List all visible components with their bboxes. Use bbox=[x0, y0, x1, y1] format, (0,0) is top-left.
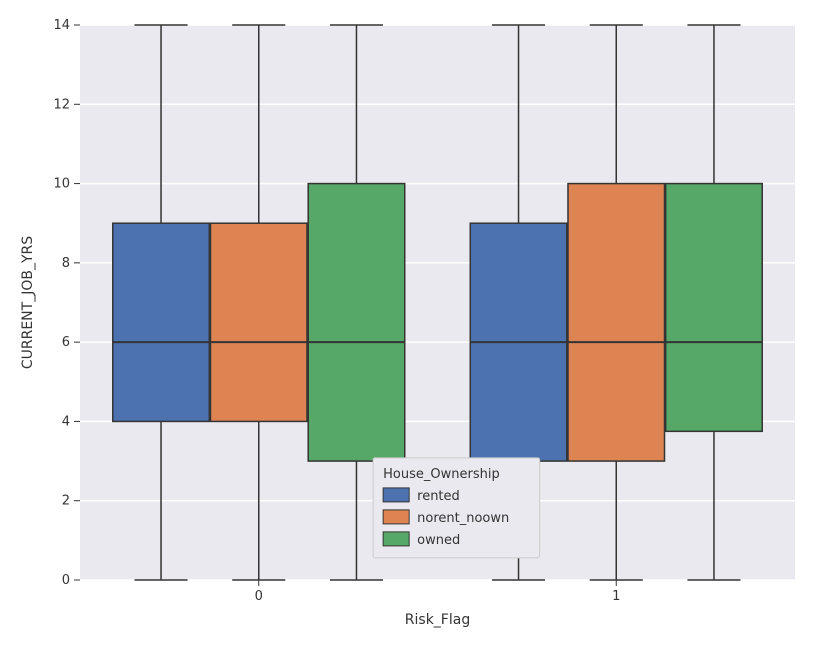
y-tick-label: 2 bbox=[62, 494, 70, 509]
box-rect-0-owned bbox=[308, 184, 405, 462]
box-rect-1-owned bbox=[666, 184, 763, 432]
legend-swatch-rented bbox=[383, 488, 409, 502]
box-rect-0-norent_noown bbox=[210, 223, 307, 421]
y-tick-label: 4 bbox=[62, 414, 70, 429]
legend-label-norent_noown: norent_noown bbox=[417, 511, 509, 526]
legend-swatch-norent_noown bbox=[383, 510, 409, 524]
legend-label-rented: rented bbox=[417, 489, 460, 504]
box-rect-0-rented bbox=[113, 223, 210, 421]
y-tick-label: 0 bbox=[62, 573, 70, 588]
legend-title: House_Ownership bbox=[383, 467, 500, 482]
legend-label-owned: owned bbox=[417, 533, 460, 548]
y-tick-label: 10 bbox=[53, 177, 70, 192]
y-tick-label: 14 bbox=[53, 18, 70, 33]
x-tick-label: 1 bbox=[612, 589, 620, 604]
y-tick-label: 6 bbox=[62, 335, 70, 350]
x-tick-label: 0 bbox=[255, 589, 263, 604]
legend: House_Ownershiprented norent_noownowned bbox=[373, 458, 540, 558]
y-axis-label: CURRENT_JOB_YRS bbox=[20, 236, 36, 369]
y-tick-label: 8 bbox=[62, 256, 70, 271]
y-tick-label: 12 bbox=[53, 97, 70, 112]
chart-svg: 0 2 4 6 8 10 12 14 0 1 CURRENT_JOB_YRS Risk_Flag Hou… bbox=[0, 0, 825, 645]
box-rect-1-norent_noown bbox=[568, 184, 665, 462]
boxplot-chart: 0 2 4 6 8 10 12 14 0 1 CURRENT_JOB_YRS Risk_Flag Hou… bbox=[0, 0, 825, 645]
x-axis-label: Risk_Flag bbox=[405, 612, 470, 628]
legend-swatch-owned bbox=[383, 532, 409, 546]
